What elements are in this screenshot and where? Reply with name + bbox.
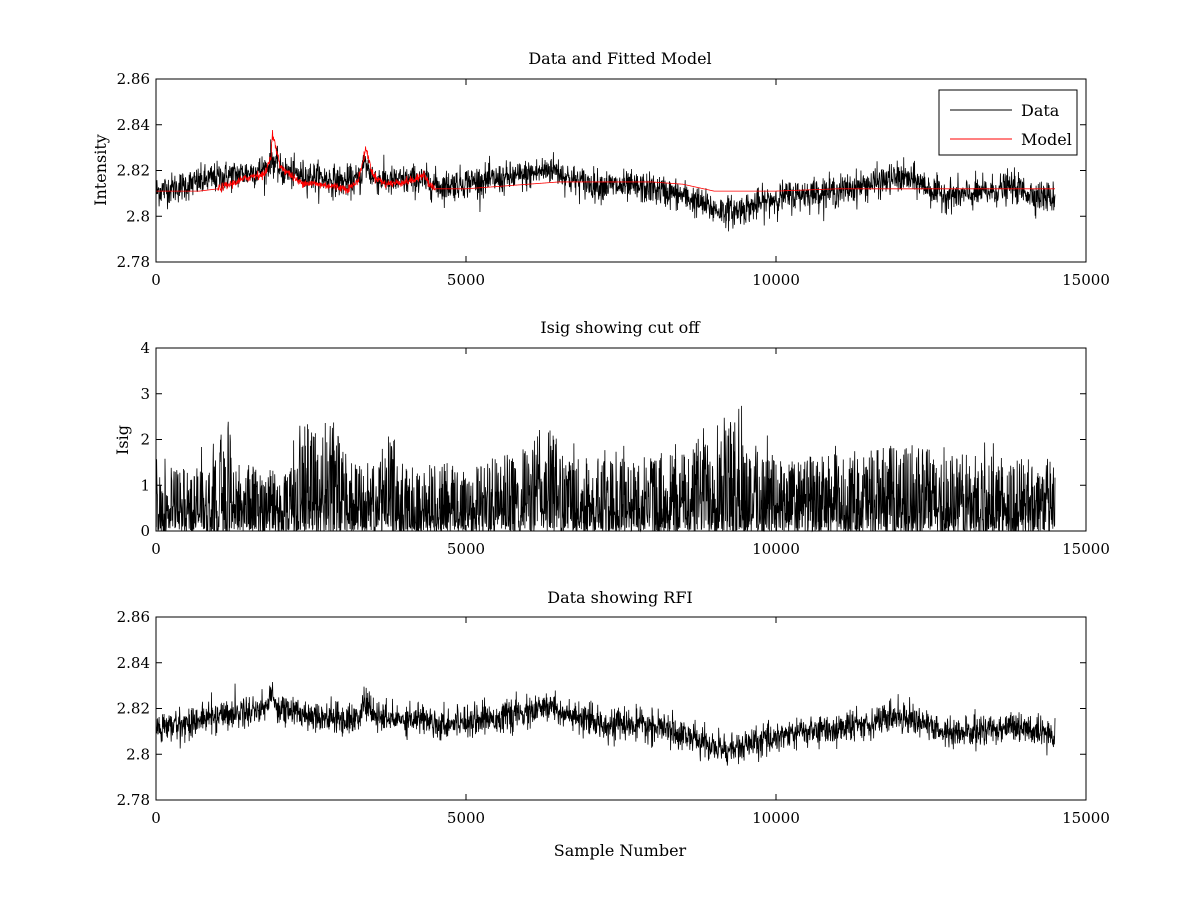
y-tick-label: 1 <box>140 476 150 494</box>
legend-model-label: Model <box>1021 130 1072 149</box>
panel-3-plot-area <box>155 682 1056 766</box>
y-tick-label: 2.8 <box>126 207 150 225</box>
y-tick-label: 0 <box>140 522 150 540</box>
series-line-data <box>155 139 1056 232</box>
y-tick-label: 2.86 <box>117 608 150 626</box>
y-tick-label: 2.8 <box>126 745 150 763</box>
y-tick-label: 2.82 <box>117 700 150 718</box>
y-tick-label: 2.78 <box>117 791 150 809</box>
x-tick-label: 0 <box>151 271 161 289</box>
panel-2-plot-area <box>155 405 1056 533</box>
panel-1-x-axis: 0 5000 10000 15000 <box>151 79 1110 289</box>
legend-box <box>938 89 1078 156</box>
x-tick-label: 10000 <box>752 540 800 558</box>
y-tick-label: 4 <box>140 339 150 357</box>
x-tick-label: 0 <box>151 809 161 827</box>
legend-data-label: Data <box>1021 101 1060 120</box>
y-tick-label: 2.82 <box>117 162 150 180</box>
panel-data-rfi: Data showing RFI Sample Number 0 5000 1000… <box>117 588 1110 860</box>
x-tick-label: 5000 <box>447 540 485 558</box>
y-tick-label: 2.78 <box>117 253 150 271</box>
x-tick-label: 5000 <box>447 271 485 289</box>
x-tick-label: 10000 <box>752 271 800 289</box>
panel-isig-cut-off: Isig showing cut off Isig 0 5000 10000 1500… <box>113 318 1110 558</box>
panel-data-fitted-model: Data and Fitted Model Intensity 0 5000 100… <box>91 49 1110 289</box>
panel-2-frame <box>155 347 1087 532</box>
panel-2-ylabel: Isig <box>113 425 132 455</box>
series-line-model <box>156 130 1055 194</box>
x-tick-label: 10000 <box>752 809 800 827</box>
panel-3-frame <box>155 616 1087 801</box>
x-tick-label: 15000 <box>1062 540 1110 558</box>
panel-1-plot-area <box>155 130 1056 232</box>
x-tick-label: 0 <box>151 540 161 558</box>
panel-1-ylabel: Intensity <box>91 134 110 206</box>
panel-3-title: Data showing RFI <box>547 588 692 607</box>
panel-1-frame <box>155 78 1087 263</box>
y-tick-label: 3 <box>140 385 150 403</box>
y-tick-label: 2.84 <box>117 116 150 134</box>
panel-2-title: Isig showing cut off <box>540 318 701 337</box>
x-tick-label: 15000 <box>1062 271 1110 289</box>
y-tick-label: 2.86 <box>117 70 150 88</box>
panel-3-x-axis: 0 5000 10000 15000 <box>151 617 1110 827</box>
y-tick-label: 2 <box>140 431 150 449</box>
panel-3-y-axis: 2.78 2.8 2.82 2.84 2.86 <box>117 608 1086 809</box>
series-line-isig <box>155 405 1056 533</box>
series-line-data <box>155 682 1056 766</box>
y-tick-label: 2.84 <box>117 654 150 672</box>
panel-3-xlabel: Sample Number <box>554 841 687 860</box>
panel-2-x-axis: 0 5000 10000 15000 <box>151 348 1110 558</box>
x-tick-label: 5000 <box>447 809 485 827</box>
panel-1-legend: Data Model <box>938 89 1078 156</box>
panel-1-title: Data and Fitted Model <box>528 49 711 68</box>
x-tick-label: 15000 <box>1062 809 1110 827</box>
